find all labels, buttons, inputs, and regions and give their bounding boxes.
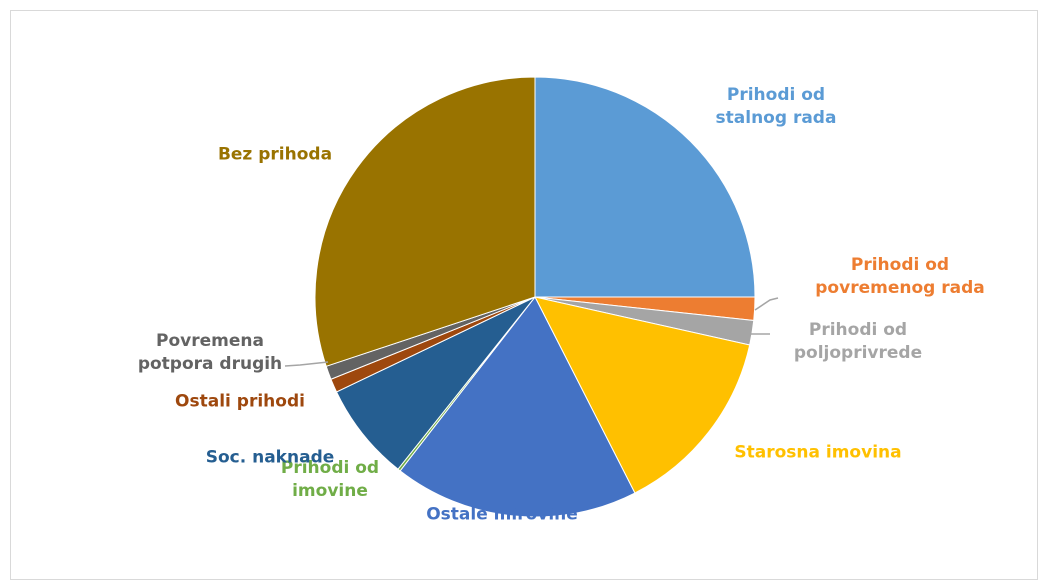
pie-slice [534,76,756,298]
slice-label: Soc. naknade [205,447,335,468]
slice-label: Starosna imovina [734,442,902,463]
slice-label: Ostali prihodi [175,391,305,412]
leader-line [284,361,329,367]
leader-line [754,297,779,311]
pie-slice [399,296,636,518]
pie-slice [314,76,536,367]
slice-label: Bez prihoda [217,144,333,165]
slice-label: Povremena potpora drugih [137,331,283,374]
slice-label: Prihodi od imovine [280,458,380,501]
slice-label: Prihodi od povremenog rada [815,255,985,298]
pie-slice [335,296,536,470]
slice-label: Prihodi od stalnog rada [715,85,837,128]
pie-slice [534,296,751,494]
slice-label: Prihodi od poljoprivrede [793,320,923,363]
slice-label: Ostale mirovine [426,504,578,525]
